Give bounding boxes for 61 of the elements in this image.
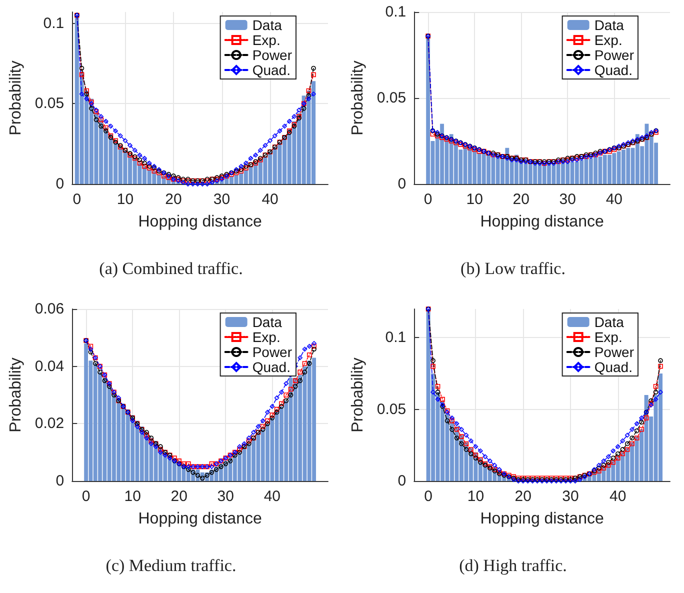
text: (a) Combined traffic. [99, 259, 243, 278]
y-tick-label: 0.05 [34, 95, 64, 112]
legend-label: Power [252, 47, 292, 63]
x-axis-title: Hopping distance [480, 214, 604, 230]
x-tick-label: 40 [610, 488, 626, 504]
x-tick-label: 30 [213, 191, 230, 208]
x-tick-label: 10 [466, 191, 483, 208]
y-tick-label: 0.1 [43, 14, 64, 32]
y-tick-label: 0 [398, 472, 406, 489]
legend-label: Quad. [594, 62, 632, 78]
x-tick-label: 10 [116, 191, 134, 208]
text: (c) Medium traffic. [106, 556, 236, 574]
legend-label: Quad. [252, 62, 290, 78]
x-tick-label: 40 [264, 488, 281, 504]
legend-label: Data [252, 314, 282, 330]
x-tick-label: 30 [217, 488, 234, 504]
x-tick-label: 20 [514, 488, 532, 504]
y-tick-label: 0 [56, 472, 64, 489]
y-axis-title: Probability [350, 60, 366, 136]
legend-label: Quad. [594, 358, 632, 374]
x-tick-label: 0 [424, 191, 432, 208]
x-axis-title: Hopping distance [138, 510, 262, 527]
legend-label: Data [594, 17, 624, 33]
y-tick-label: 0 [398, 176, 406, 192]
y-tick-label: 0.05 [376, 90, 406, 106]
y-axis-title: Probability [8, 357, 24, 432]
legend-label: Power [594, 344, 634, 360]
legend-label: Exp. [594, 32, 622, 48]
legend-label: Power [252, 344, 292, 360]
y-tick-label: 0.1 [385, 4, 406, 20]
x-tick-label: 40 [262, 191, 278, 208]
y-axis-title: Probability [350, 357, 366, 432]
x-tick-label: 20 [165, 191, 182, 208]
y-tick-label: 0.05 [376, 400, 406, 418]
x-tick-label: 0 [72, 191, 82, 208]
x-tick-label: 20 [170, 488, 188, 504]
legend-label: Exp. [252, 32, 280, 48]
x-tick-label: 0 [82, 488, 90, 504]
text: (b) Low traffic. [460, 259, 566, 278]
legend-label: Exp. [252, 328, 280, 344]
legend-label: Data [252, 17, 282, 33]
text: (d) High traffic. [459, 556, 567, 574]
y-tick-label: 0 [56, 176, 64, 192]
x-axis-title: Hopping distance [138, 214, 262, 230]
y-axis-title: Probability [8, 60, 24, 136]
legend-label: Power [594, 47, 634, 63]
y-tick-label: 0.04 [34, 357, 64, 374]
y-tick-label: 0.1 [385, 328, 406, 346]
x-axis-title: Hopping distance [480, 510, 604, 527]
x-tick-label: 10 [124, 488, 141, 504]
legend-label: Exp. [594, 328, 622, 344]
x-tick-label: 30 [562, 488, 579, 504]
x-tick-label: 40 [606, 191, 623, 208]
legend-label: Data [594, 314, 624, 330]
legend-label: Quad. [252, 358, 290, 374]
y-tick-label: 0.02 [34, 414, 64, 432]
x-tick-label: 10 [467, 488, 484, 504]
x-tick-label: 30 [559, 191, 576, 208]
y-tick-label: 0.06 [34, 300, 64, 317]
x-tick-label: 0 [424, 488, 432, 504]
x-tick-label: 20 [512, 191, 530, 208]
